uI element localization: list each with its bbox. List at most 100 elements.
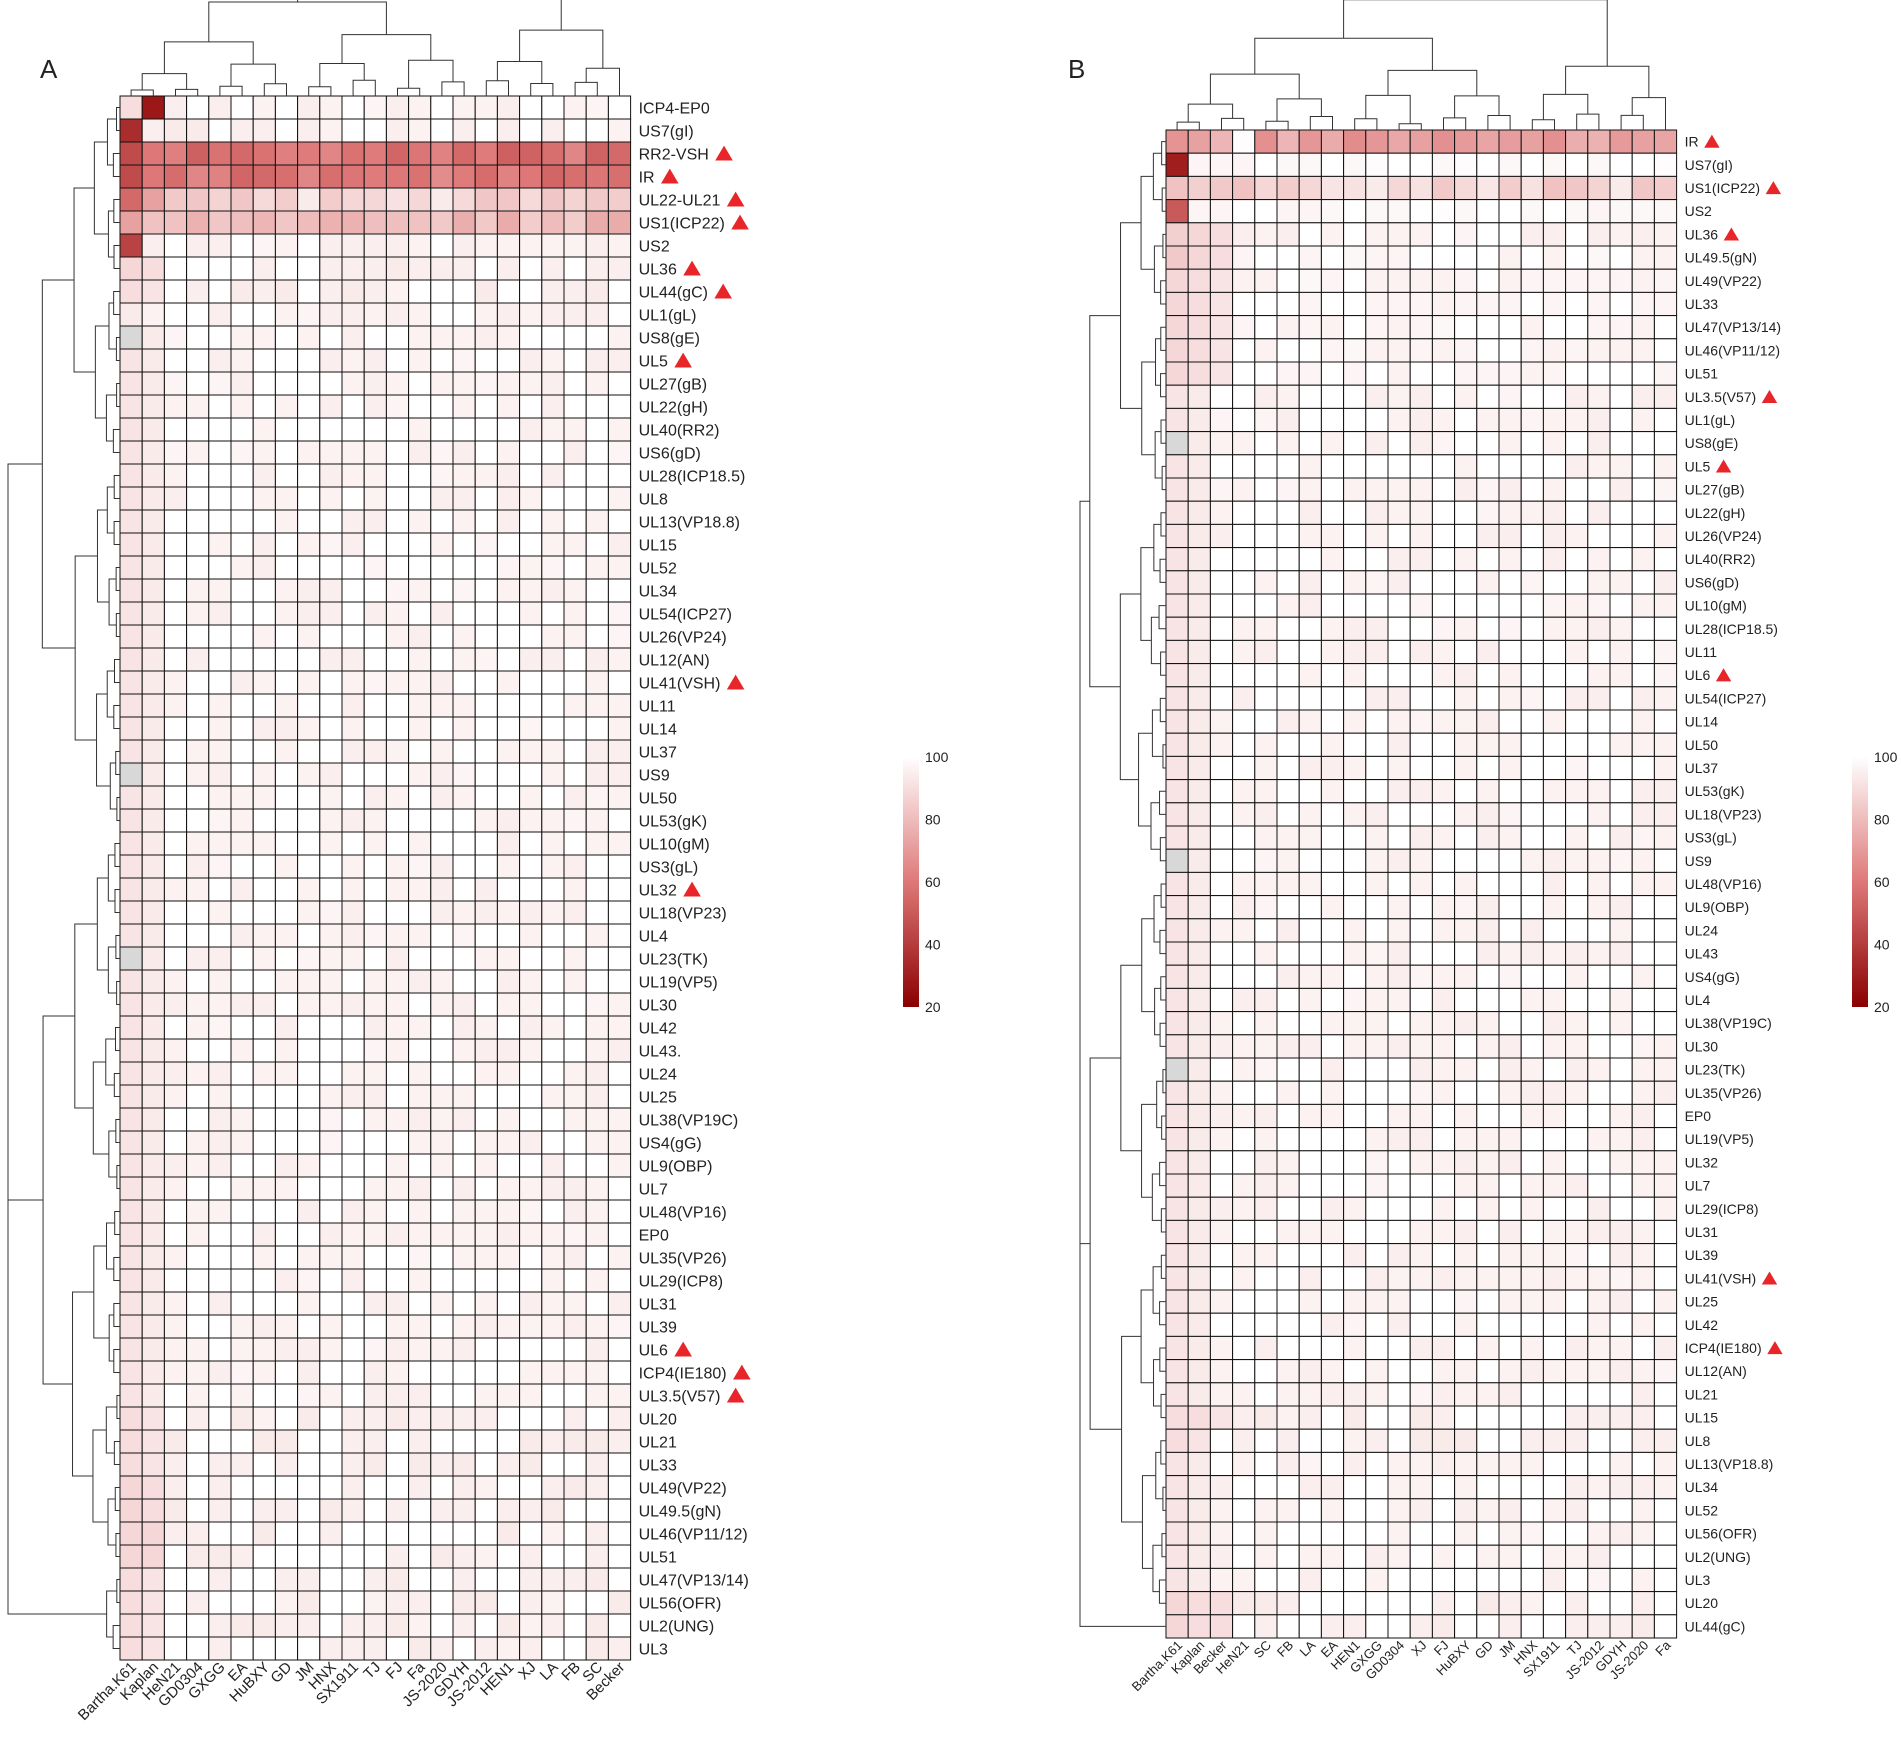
heatmap-cell xyxy=(230,1636,254,1661)
heatmap-cell xyxy=(1343,361,1367,386)
heatmap-cell xyxy=(1298,1567,1322,1593)
heatmap-cell xyxy=(1498,361,1522,386)
heatmap-cell xyxy=(1431,1289,1456,1314)
heatmap-cell xyxy=(1498,964,1522,989)
heatmap-cell xyxy=(141,1406,165,1431)
heatmap-cell xyxy=(208,1314,232,1339)
heatmap-cell xyxy=(1476,1289,1500,1314)
heatmap-cell xyxy=(1498,918,1522,943)
heatmap-cell xyxy=(563,302,587,327)
heatmap-cell xyxy=(541,1383,565,1408)
heatmap-cell xyxy=(186,1383,210,1408)
heatmap-cell xyxy=(341,302,365,327)
heatmap-cell xyxy=(274,1337,299,1362)
heatmap-cell xyxy=(1387,1591,1411,1616)
heatmap-cell xyxy=(1653,1359,1678,1384)
heatmap-cell xyxy=(563,1291,587,1316)
heatmap-cell xyxy=(274,118,299,143)
heatmap-cell xyxy=(607,1222,632,1247)
heatmap-cell xyxy=(1609,1034,1633,1059)
heatmap-cell xyxy=(1609,987,1633,1013)
heatmap-cell xyxy=(1609,895,1633,920)
heatmap-cell xyxy=(341,1475,365,1500)
heatmap-cell xyxy=(541,164,565,189)
heatmap-cell xyxy=(1542,315,1567,340)
heatmap-cell xyxy=(319,923,343,948)
heatmap-cell xyxy=(1565,1266,1589,1291)
heatmap-cell xyxy=(1565,1289,1589,1314)
heatmap-cell xyxy=(563,1360,587,1385)
heatmap-cell xyxy=(430,187,454,212)
heatmap-cell xyxy=(119,440,143,465)
heatmap-cell xyxy=(585,1245,609,1270)
heatmap-cell xyxy=(1498,547,1522,572)
heatmap-cell xyxy=(141,1429,165,1454)
heatmap-cell xyxy=(141,1337,165,1362)
heatmap-cell xyxy=(1298,1312,1322,1337)
row-label: UL47(VP13/14) xyxy=(639,1572,749,1589)
heatmap-cell xyxy=(585,1636,609,1661)
heatmap-cell xyxy=(474,1567,498,1592)
heatmap-cell xyxy=(1609,779,1633,804)
heatmap-cell xyxy=(1409,1359,1433,1384)
heatmap-cell xyxy=(430,1498,454,1523)
heatmap-cell xyxy=(363,555,387,580)
heatmap-cell xyxy=(363,877,387,902)
heatmap-cell xyxy=(1209,964,1234,989)
heatmap-cell xyxy=(585,486,609,511)
heatmap-cell xyxy=(1609,848,1633,873)
heatmap-cell xyxy=(1431,918,1456,943)
heatmap-cell xyxy=(452,969,476,994)
heatmap-cell xyxy=(1343,941,1367,966)
heatmap-cell xyxy=(141,624,165,649)
heatmap-cell xyxy=(1387,895,1411,920)
heatmap-cell xyxy=(141,348,165,373)
heatmap-cell xyxy=(1498,523,1522,549)
heatmap-cell xyxy=(186,486,210,511)
heatmap-cell xyxy=(252,992,276,1017)
heatmap-cell xyxy=(1320,593,1345,618)
heatmap-cell xyxy=(252,417,276,442)
heatmap-cell xyxy=(452,509,476,534)
heatmap-cell xyxy=(186,1475,210,1500)
heatmap-cell xyxy=(585,1544,609,1569)
heatmap-cell xyxy=(541,1084,565,1109)
heatmap-cell xyxy=(119,1291,143,1316)
heatmap-cell xyxy=(1653,1475,1678,1500)
heatmap-cell xyxy=(474,969,498,994)
heatmap-cell xyxy=(1565,1498,1589,1523)
heatmap-cell xyxy=(1542,1127,1567,1152)
heatmap-cell xyxy=(1387,1034,1411,1059)
heatmap-cell xyxy=(585,141,609,166)
heatmap-cell xyxy=(119,1199,143,1224)
heatmap-cell xyxy=(119,118,143,143)
heatmap-cell xyxy=(1609,384,1633,409)
heatmap-cell xyxy=(341,969,365,994)
heatmap-cell xyxy=(252,1429,276,1454)
heatmap-cell xyxy=(141,831,165,856)
heatmap-cell xyxy=(252,1613,276,1638)
heatmap-cell xyxy=(1587,1243,1611,1268)
heatmap-cell xyxy=(519,532,543,557)
heatmap-cell xyxy=(1609,431,1633,456)
heatmap-cell xyxy=(119,233,143,258)
heatmap-cell xyxy=(1254,1475,1278,1500)
heatmap-cell xyxy=(119,95,143,120)
heatmap-cell xyxy=(341,1176,365,1201)
heatmap-cell xyxy=(1387,1405,1411,1430)
row-label: UL25 xyxy=(1685,1294,1719,1310)
heatmap-cell xyxy=(496,1498,521,1523)
heatmap-cell xyxy=(141,1613,165,1638)
heatmap-cell xyxy=(1232,616,1256,641)
heatmap-cell xyxy=(1187,1173,1211,1198)
heatmap-cell xyxy=(1187,1544,1211,1569)
heatmap-cell xyxy=(496,1222,521,1247)
heatmap-cell xyxy=(452,647,476,672)
heatmap-cell xyxy=(607,578,632,603)
heatmap-cell xyxy=(1343,1428,1367,1453)
heatmap-cell xyxy=(141,1521,165,1546)
heatmap-cell xyxy=(1520,384,1544,409)
heatmap-cell xyxy=(1254,1219,1278,1245)
heatmap-cell xyxy=(1498,454,1522,479)
